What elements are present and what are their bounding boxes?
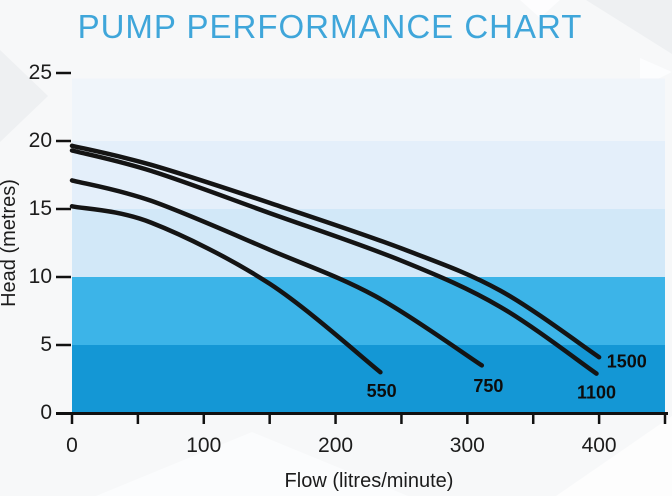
band-0-5 xyxy=(72,345,665,413)
x-tick-label: 100 xyxy=(186,434,221,457)
pump-curves xyxy=(69,143,602,376)
y-tick-label: 20 xyxy=(29,129,52,152)
curve-1500 xyxy=(69,143,602,360)
y-tick-label: 5 xyxy=(40,333,52,356)
curve-1100 xyxy=(69,148,599,376)
x-tick-label: 200 xyxy=(318,434,353,457)
curve-labels: 550 750 1100 1500 xyxy=(367,351,647,402)
curve-label-550: 550 xyxy=(367,381,397,401)
band-15-20 xyxy=(72,141,665,209)
curve-750 xyxy=(69,178,485,368)
y-tick-label: 10 xyxy=(29,265,52,288)
curve-label-1100: 1100 xyxy=(577,383,616,403)
x-tick-label: 400 xyxy=(582,434,617,457)
curve-label-1500: 1500 xyxy=(607,351,647,371)
x-tick-label: 0 xyxy=(66,434,78,457)
curve-550 xyxy=(69,204,383,375)
tick-labels: 0 100 200 300 400 0 5 10 15 20 25 xyxy=(29,61,617,457)
y-axis-title: Head (metres) xyxy=(0,179,20,307)
band-10-15 xyxy=(72,209,665,277)
x-axis-title: Flow (litres/minute) xyxy=(285,470,454,492)
y-tick-label: 15 xyxy=(29,197,52,220)
chart-title: PUMP PERFORMANCE CHART xyxy=(78,8,583,45)
band-5-10 xyxy=(72,277,665,345)
curve-label-750: 750 xyxy=(473,376,503,396)
axes xyxy=(56,71,668,424)
x-tick-label: 300 xyxy=(450,434,485,457)
y-tick-label: 25 xyxy=(29,61,52,84)
band-20-25 xyxy=(72,78,665,141)
y-tick-label: 0 xyxy=(40,401,52,424)
